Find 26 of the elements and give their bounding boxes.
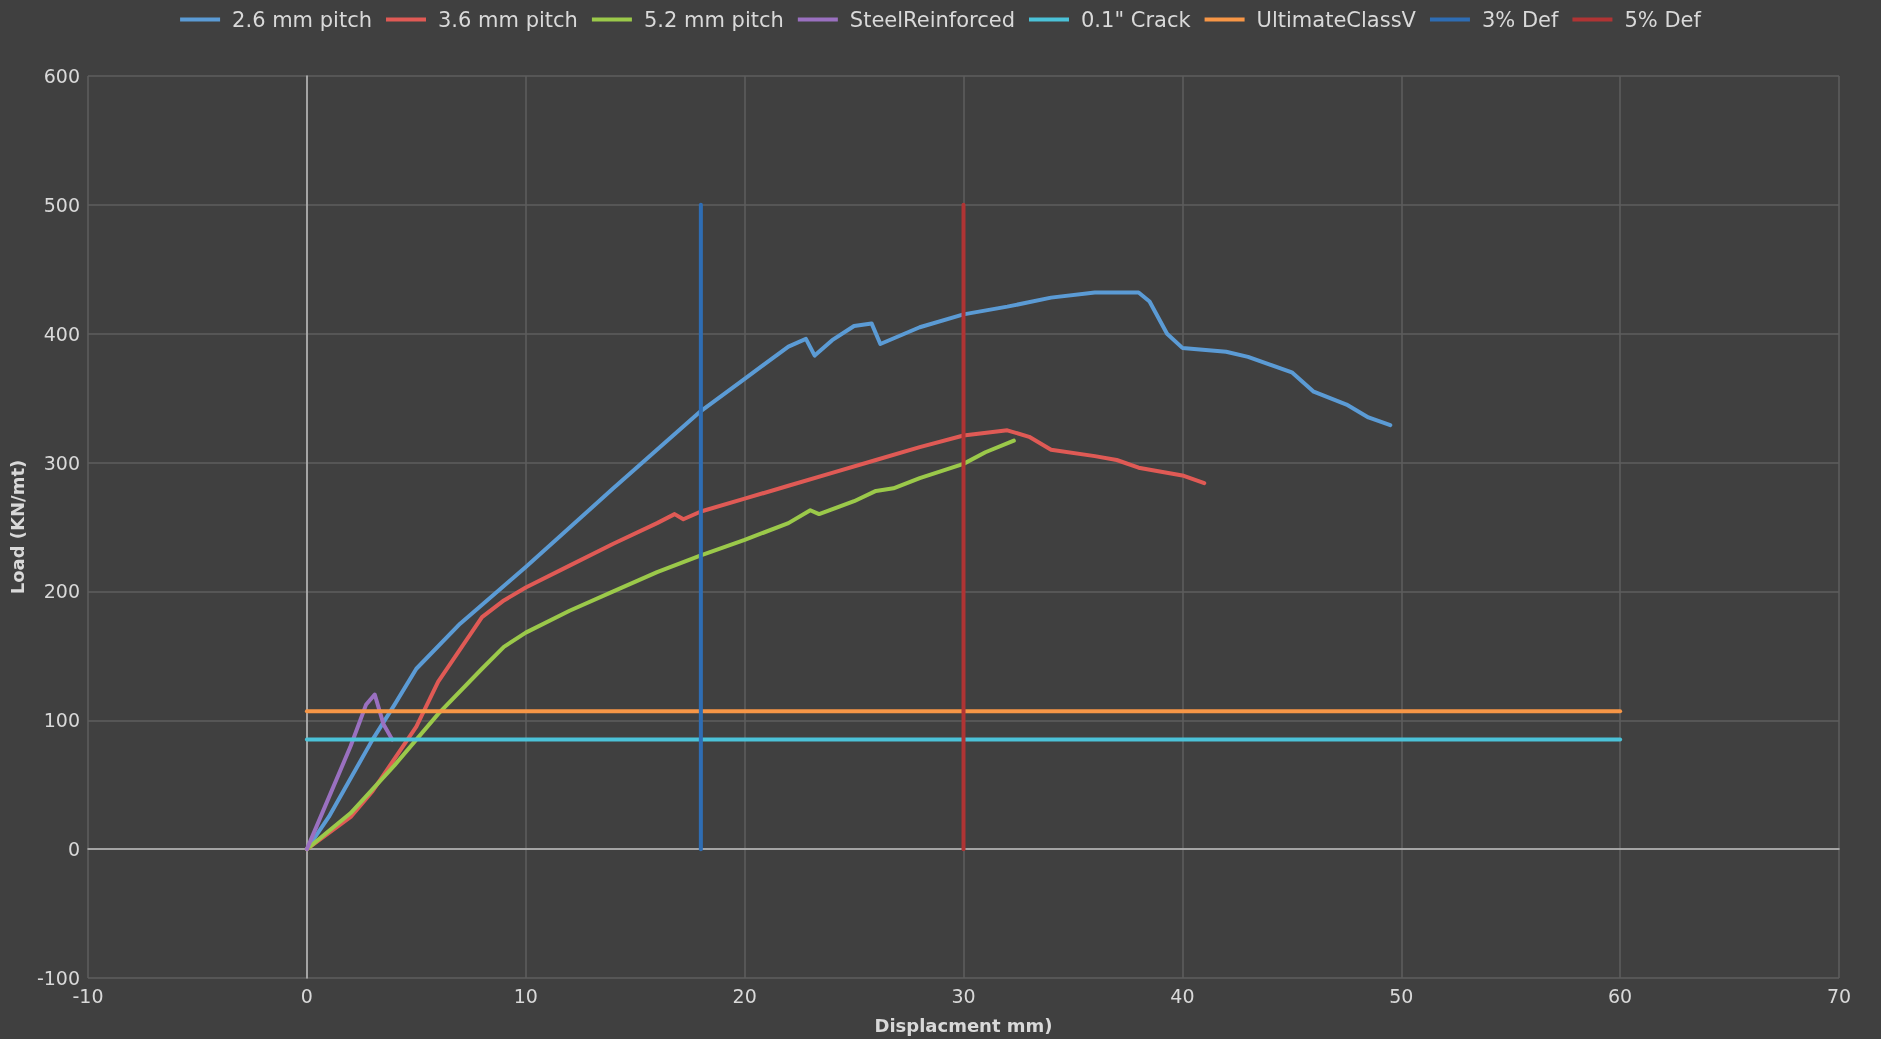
y-tick-label: 400 (43, 322, 81, 345)
x-tick-label: 30 (951, 984, 976, 1007)
legend-label: UltimateClassV (1256, 7, 1417, 32)
legend-label: 5% Def (1624, 7, 1702, 32)
legend-label: 0.1" Crack (1080, 7, 1192, 32)
y-tick-label: 200 (43, 580, 81, 603)
x-tick-label: 20 (732, 984, 757, 1007)
x-tick-label: 50 (1389, 984, 1414, 1007)
x-tick-label: 0 (300, 984, 313, 1007)
x-axis-title: Displacment mm) (874, 1014, 1053, 1036)
x-tick-label: 70 (1826, 984, 1852, 1007)
legend-label: 3.6 mm pitch (438, 7, 578, 32)
legend-label: SteelReinforced (849, 7, 1016, 32)
legend-label: 2.6 mm pitch (232, 7, 373, 32)
x-tick-label: 60 (1608, 984, 1633, 1007)
y-tick-label: 600 (43, 65, 81, 87)
y-tick-label: 100 (43, 709, 81, 732)
y-tick-label: 300 (43, 451, 81, 474)
legend-label: 3% Def (1481, 7, 1560, 32)
x-tick-label: 40 (1170, 984, 1195, 1007)
y-tick-label: 500 (43, 193, 81, 216)
x-tick-label: 10 (513, 984, 538, 1007)
y-tick-label: 0 (67, 838, 81, 861)
legend-label: 5.2 mm pitch (643, 7, 784, 32)
y-axis-title: Load (KN/mt) (6, 459, 28, 595)
line-series (304, 692, 395, 852)
